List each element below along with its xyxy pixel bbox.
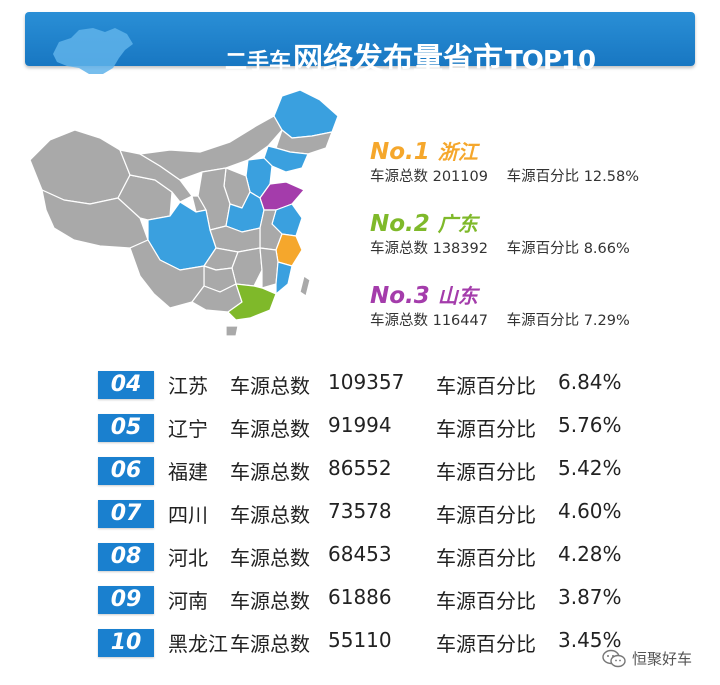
table-row: 06 福建 车源总数 86552 车源百分比 5.42% (98, 449, 658, 492)
percent-label: 车源百分比 (436, 589, 536, 613)
wechat-icon (602, 649, 626, 667)
rank-badge: 06 (98, 456, 154, 485)
total-value: 116447 (432, 313, 488, 329)
province-name: 福建 (168, 460, 208, 484)
rank-badge: 09 (98, 585, 154, 614)
province-name: 河南 (168, 589, 208, 613)
percent-value: 8.66% (583, 241, 630, 257)
total-value: 138392 (432, 241, 488, 257)
total-label: 车源总数 (230, 460, 310, 484)
rank-badge: 07 (98, 499, 154, 528)
watermark: 恒聚好车 (599, 648, 694, 669)
total-label: 车源总数 (370, 241, 428, 257)
percent-value: 4.60% (558, 499, 622, 523)
total-label: 车源总数 (230, 503, 310, 527)
top3-list: No.1 浙江 车源总数 201109 车源百分比 12.58% No.2 广东… (370, 138, 710, 354)
table-row: 08 河北 车源总数 68453 车源百分比 4.28% (98, 535, 658, 578)
table-row: 10 黑龙江 车源总数 55110 车源百分比 3.45% (98, 621, 658, 664)
percent-value: 4.28% (558, 542, 622, 566)
title-part2: 网络发布量省市 (293, 42, 504, 77)
percent-label: 车源百分比 (436, 460, 536, 484)
title-part1: 二手车 (225, 50, 292, 75)
province-name: 四川 (168, 503, 208, 527)
percent-label: 车源百分比 (506, 241, 580, 257)
total-value: 68453 (328, 542, 392, 566)
total-value: 73578 (328, 499, 392, 523)
top3-stats: 车源总数 116447 车源百分比 7.29% (370, 310, 710, 332)
rank-label: No.1 (370, 139, 430, 165)
percent-label: 车源百分比 (436, 632, 536, 656)
province-name: 浙江 (437, 140, 478, 164)
rank-label: No.3 (370, 283, 430, 309)
percent-label: 车源百分比 (436, 417, 536, 441)
total-label: 车源总数 (370, 169, 428, 185)
watermark-text: 恒聚好车 (631, 650, 692, 668)
total-value: 201109 (432, 169, 488, 185)
percent-label: 车源百分比 (436, 374, 536, 398)
percent-label: 车源百分比 (436, 546, 536, 570)
top3-heading: No.3 山东 (370, 282, 710, 310)
china-map-silhouette-icon (53, 28, 133, 74)
total-value: 86552 (328, 456, 392, 480)
percent-value: 5.42% (558, 456, 622, 480)
total-value: 109357 (328, 370, 405, 394)
total-label: 车源总数 (230, 589, 310, 613)
total-value: 91994 (328, 413, 392, 437)
total-label: 车源总数 (230, 417, 310, 441)
percent-value: 7.29% (583, 313, 630, 329)
percent-label: 车源百分比 (506, 169, 580, 185)
title-banner: 二手车 网络发布量省市 TOP10 (25, 12, 695, 77)
ranking-table: 04 江苏 车源总数 109357 车源百分比 6.84% 05 辽宁 车源总数… (98, 363, 658, 664)
top3-heading: No.1 浙江 (370, 138, 710, 166)
total-label: 车源总数 (230, 374, 310, 398)
province-name: 江苏 (168, 374, 208, 398)
rank-badge: 10 (98, 628, 154, 657)
table-row: 04 江苏 车源总数 109357 车源百分比 6.84% (98, 363, 658, 406)
china-province-map (29, 89, 339, 337)
province-name: 山东 (437, 284, 478, 308)
percent-label: 车源百分比 (506, 313, 580, 329)
percent-value: 5.76% (558, 413, 622, 437)
percent-value: 3.87% (558, 585, 622, 609)
total-value: 55110 (328, 628, 392, 652)
top3-stats: 车源总数 138392 车源百分比 8.66% (370, 238, 710, 260)
percent-value: 6.84% (558, 370, 622, 394)
title-part3: TOP10 (505, 46, 596, 76)
percent-label: 车源百分比 (436, 503, 536, 527)
total-label: 车源总数 (230, 632, 310, 656)
rank-badge: 05 (98, 413, 154, 442)
total-value: 61886 (328, 585, 392, 609)
table-row: 05 辽宁 车源总数 91994 车源百分比 5.76% (98, 406, 658, 449)
rank-label: No.2 (370, 211, 430, 237)
page-title: 二手车 网络发布量省市 TOP10 (225, 34, 596, 77)
top3-item-1: No.1 浙江 车源总数 201109 车源百分比 12.58% (370, 138, 710, 210)
top3-item-3: No.3 山东 车源总数 116447 车源百分比 7.29% (370, 282, 710, 354)
percent-value: 12.58% (583, 169, 639, 185)
province-name: 广东 (437, 212, 478, 236)
province-name: 辽宁 (168, 417, 208, 441)
total-label: 车源总数 (370, 313, 428, 329)
table-row: 07 四川 车源总数 73578 车源百分比 4.60% (98, 492, 658, 535)
province-name: 河北 (168, 546, 208, 570)
top3-item-2: No.2 广东 车源总数 138392 车源百分比 8.66% (370, 210, 710, 282)
rank-badge: 08 (98, 542, 154, 571)
total-label: 车源总数 (230, 546, 310, 570)
province-name: 黑龙江 (168, 632, 228, 656)
rank-badge: 04 (98, 370, 154, 399)
top3-stats: 车源总数 201109 车源百分比 12.58% (370, 166, 710, 188)
top3-heading: No.2 广东 (370, 210, 710, 238)
table-row: 09 河南 车源总数 61886 车源百分比 3.87% (98, 578, 658, 621)
